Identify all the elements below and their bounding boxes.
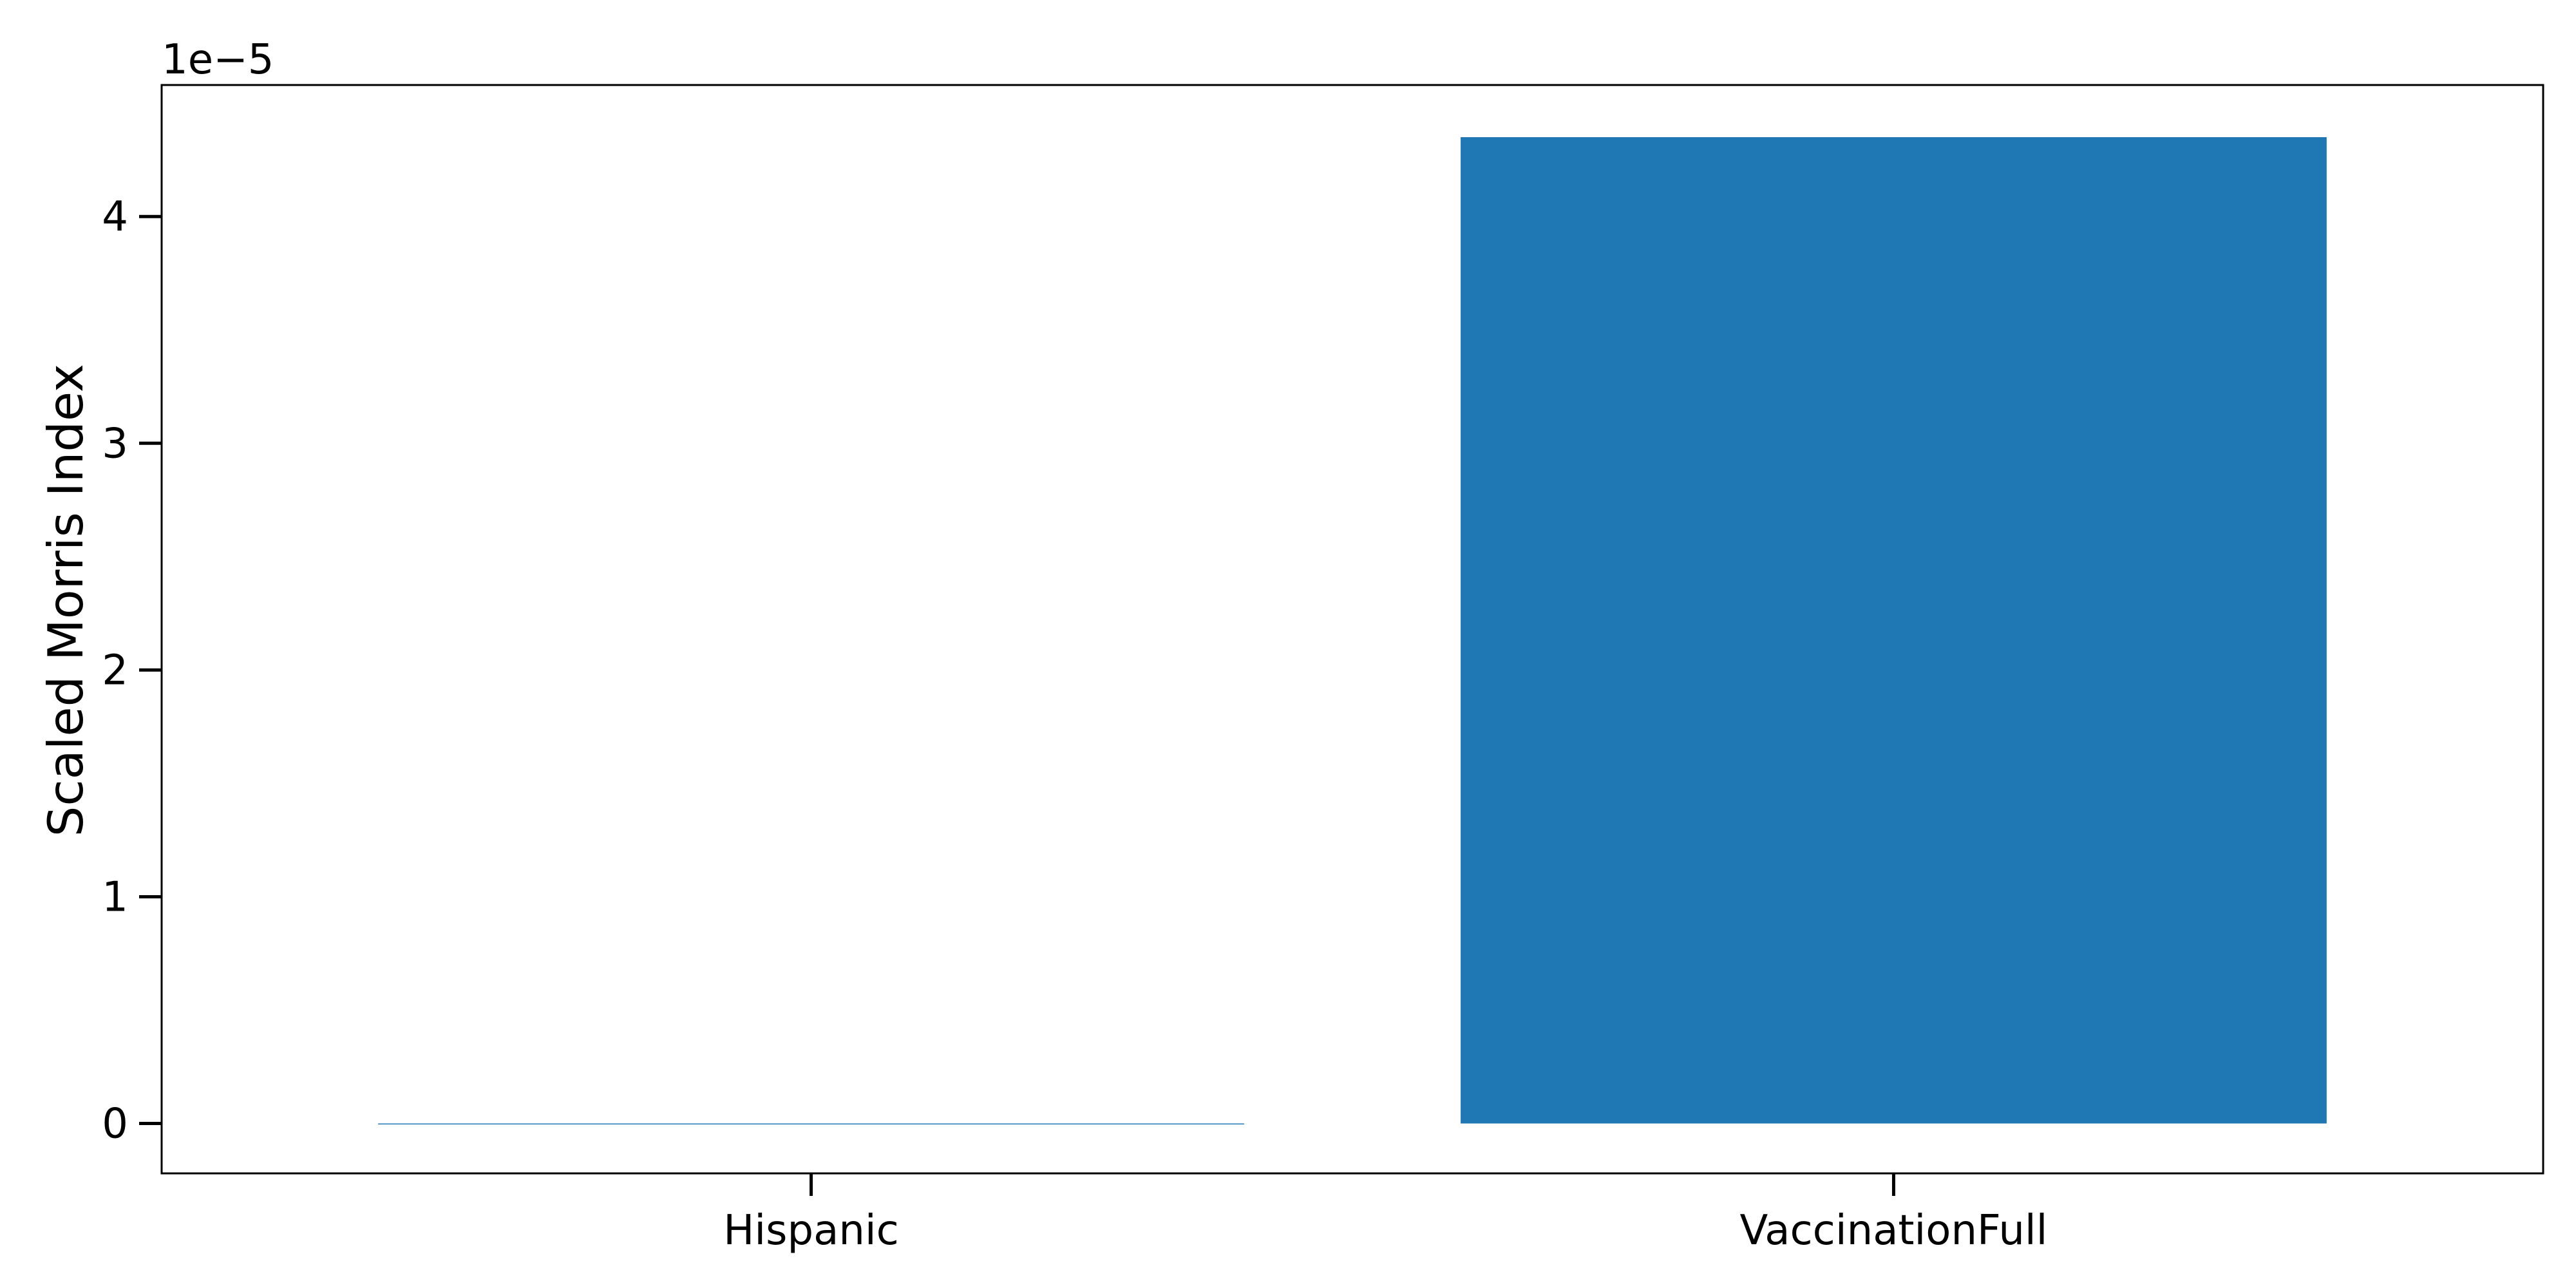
plot-frame: [160, 84, 2544, 1175]
y-tick-label: 2: [102, 647, 128, 694]
y-tick-label: 3: [102, 420, 128, 468]
y-tick-label: 0: [102, 1101, 128, 1148]
y-tick-label: 4: [102, 193, 128, 241]
x-tick-label: VaccinationFull: [1739, 1207, 2047, 1255]
plot-area: 0 1 2 3 4 Hispanic VaccinationFull: [102, 84, 2544, 1255]
y-tick-label: 1: [102, 873, 128, 921]
y-axis-ticks: 0 1 2 3 4: [102, 193, 162, 1148]
x-axis-ticks: Hispanic VaccinationFull: [723, 1173, 2047, 1255]
x-tick-label: Hispanic: [723, 1207, 899, 1255]
bar-hispanic: [378, 1123, 1244, 1125]
y-axis-label: Scaled Morris Index: [37, 364, 94, 837]
y-axis-offset-label: 1e−5: [162, 36, 274, 84]
bars: [378, 137, 2327, 1125]
bar-vaccinationfull: [1461, 137, 2327, 1124]
